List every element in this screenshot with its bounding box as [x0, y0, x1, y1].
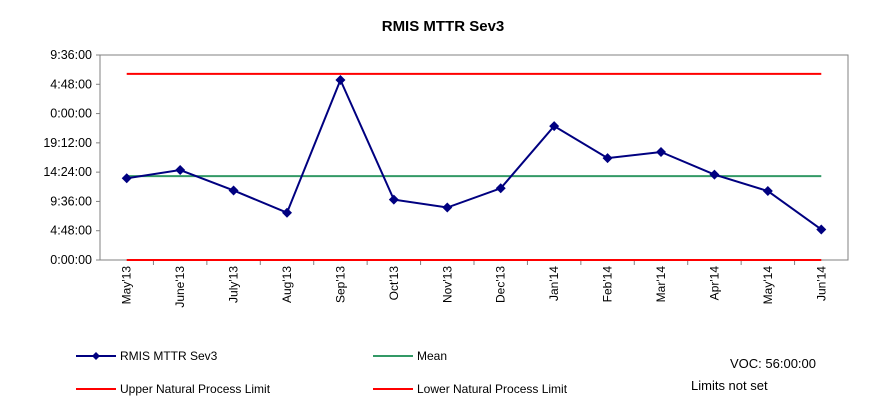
x-tick-label: Mar'14 [654, 266, 668, 303]
data-point [228, 185, 239, 196]
x-tick-label: Aug'13 [280, 266, 294, 303]
mean-line-icon [373, 355, 413, 357]
data-point [709, 169, 720, 180]
x-tick-label: Feb'14 [601, 266, 615, 303]
x-tick-label: Nov'13 [440, 266, 454, 303]
data-point [121, 173, 132, 184]
data-point [388, 194, 399, 205]
legend-label-series: RMIS MTTR Sev3 [120, 349, 218, 363]
legend-label-mean: Mean [417, 349, 448, 363]
y-tick-label: 0:00:00 [50, 107, 92, 121]
y-tick-label: 9:36:00 [50, 194, 92, 208]
x-tick-label: Dec'13 [494, 266, 508, 303]
data-point [762, 186, 773, 197]
limits-note: Limits not set [691, 378, 768, 393]
x-tick-label: Jun'14 [814, 266, 828, 301]
y-tick-label: 0:00:00 [50, 253, 92, 267]
series-marker-icon [76, 352, 116, 360]
x-tick-label: May'13 [120, 266, 134, 305]
data-point [175, 165, 186, 176]
data-point [816, 224, 827, 235]
y-tick-label: 4:48:00 [50, 77, 92, 91]
data-point [335, 75, 346, 86]
y-tick-label: 19:12:00 [43, 136, 92, 150]
series-line [126, 77, 822, 231]
y-tick-label: 9:36:00 [50, 48, 92, 62]
plot-frame [99, 54, 849, 261]
x-tick-label: Sep'13 [333, 266, 347, 303]
data-point [442, 202, 453, 213]
data-point [282, 207, 292, 218]
x-tick-label: May'14 [761, 266, 775, 305]
chart-title: RMIS MTTR Sev3 [381, 18, 505, 35]
x-tick-label: Jan'14 [547, 266, 561, 301]
voc-annotation: VOC: 56:00:00 [730, 356, 816, 371]
x-tick-label: Oct'13 [387, 266, 401, 301]
legend-label-upper-limit: Upper Natural Process Limit [120, 382, 271, 396]
data-point [495, 183, 506, 194]
data-point [602, 153, 613, 164]
y-tick-label: 14:24:00 [43, 165, 92, 179]
legend-label-lower-limit: Lower Natural Process Limit [417, 382, 568, 396]
upper-limit-line-icon [76, 388, 116, 390]
x-tick-label: July'13 [227, 266, 241, 303]
data-point [549, 121, 560, 132]
x-tick-label: June'13 [173, 266, 187, 308]
x-tick-label: Apr'14 [707, 266, 721, 301]
y-tick-label: 4:48:00 [50, 224, 92, 238]
lower-limit-line-icon [373, 388, 413, 390]
data-point [656, 147, 666, 158]
